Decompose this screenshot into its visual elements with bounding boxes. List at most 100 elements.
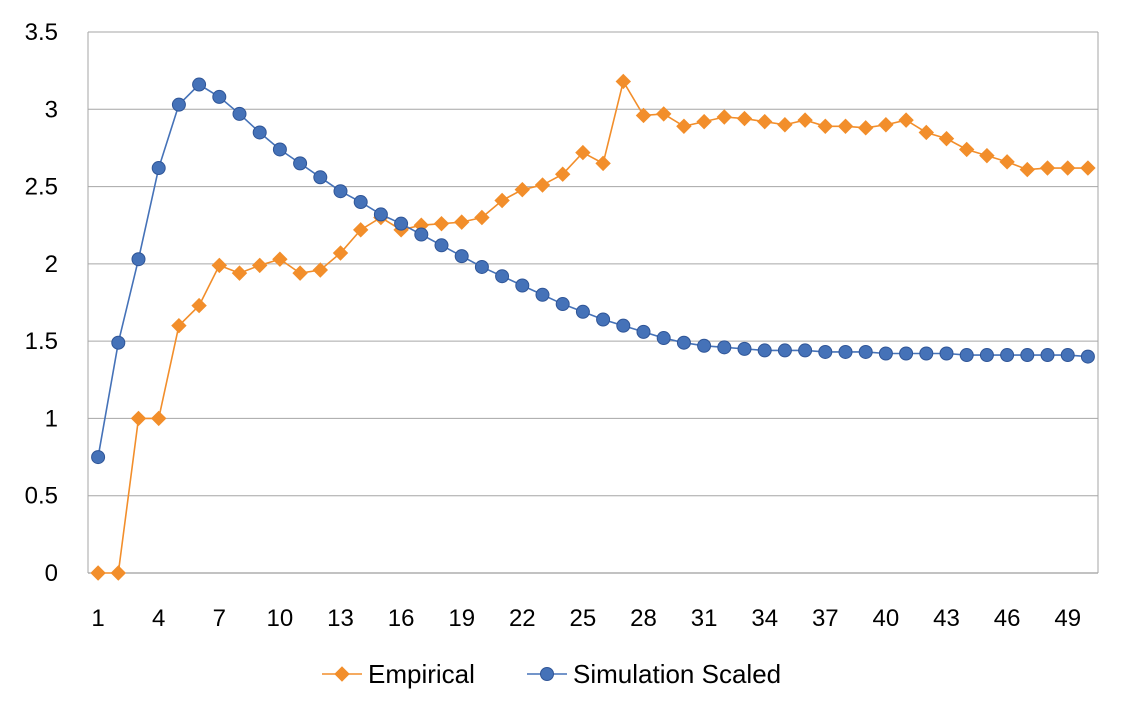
data-point [575, 304, 590, 319]
data-point [192, 77, 207, 92]
x-tick-label: 43 [933, 605, 960, 632]
data-point [535, 287, 550, 302]
data-point [130, 410, 147, 427]
data-point [899, 346, 914, 361]
data-point [858, 344, 873, 359]
data-point [777, 117, 793, 133]
data-point [171, 317, 187, 334]
legend-marker [334, 666, 350, 682]
data-point [212, 89, 227, 104]
series-line [98, 79, 1088, 574]
data-point [736, 110, 753, 127]
data-point [353, 195, 368, 210]
data-point [919, 346, 934, 361]
y-tick-label: 0 [45, 560, 58, 587]
data-point [676, 118, 692, 134]
data-point [697, 338, 712, 353]
data-point [656, 331, 671, 346]
data-point [818, 344, 833, 359]
x-tick-label: 1 [91, 605, 104, 632]
x-tick-label: 7 [213, 605, 226, 632]
data-point [939, 346, 954, 361]
data-point [515, 278, 530, 293]
x-tick-label: 22 [509, 605, 536, 632]
data-point [434, 238, 449, 253]
data-point [756, 113, 773, 130]
x-tick-label: 10 [267, 605, 294, 632]
data-point [151, 161, 166, 176]
x-tick-label: 37 [812, 605, 839, 632]
data-point [534, 177, 551, 193]
legend-marker [540, 667, 554, 681]
y-tick-label: 3.5 [25, 19, 58, 46]
data-point [191, 297, 207, 314]
data-point [636, 324, 651, 339]
data-point [1059, 160, 1076, 176]
data-point [817, 118, 834, 134]
data-point [1080, 160, 1096, 176]
data-point [595, 155, 611, 172]
legend-item: Simulation Scaled [527, 659, 781, 689]
data-point [252, 125, 267, 140]
data-point [555, 297, 570, 312]
data-point [959, 348, 974, 363]
data-point [938, 130, 955, 147]
data-point [414, 227, 429, 242]
x-tick-label: 49 [1054, 605, 1081, 632]
axes: 0 0.5 1 1.5 2 2.5 3 3.5 1 4 7 10 13 16 19 22 25 28 31 34 37 4… [25, 19, 1081, 632]
series-empirical [90, 73, 1096, 581]
x-tick-label: 19 [448, 605, 475, 632]
data-point [454, 249, 469, 264]
data-point [131, 252, 146, 267]
data-point [272, 251, 288, 267]
data-point [554, 166, 571, 182]
data-point [352, 222, 369, 238]
x-tick-label: 16 [388, 605, 415, 632]
data-point [575, 144, 591, 161]
data-point [676, 335, 691, 350]
data-point [999, 154, 1015, 170]
data-point [211, 257, 228, 274]
data-point [757, 343, 772, 358]
data-point [1039, 160, 1056, 176]
data-point [777, 343, 792, 358]
data-point [433, 215, 450, 232]
data-point [1040, 348, 1055, 363]
data-point [171, 97, 186, 112]
x-tick-label: 4 [152, 605, 165, 632]
y-tick-label: 1 [45, 405, 58, 432]
x-tick-label: 31 [691, 605, 718, 632]
data-point [979, 147, 995, 164]
data-point [857, 120, 874, 136]
data-point [312, 262, 329, 278]
data-point [292, 265, 308, 281]
data-point [616, 318, 631, 333]
data-point [231, 265, 248, 281]
data-point [655, 106, 672, 122]
data-point [797, 112, 813, 128]
x-tick-label: 13 [327, 605, 354, 632]
data-point [394, 216, 409, 231]
data-point [716, 109, 733, 125]
data-point [111, 335, 126, 350]
data-point [453, 214, 470, 230]
x-tick-label: 28 [630, 605, 657, 632]
series-simulation-scaled [91, 77, 1095, 465]
data-point [1020, 348, 1035, 363]
x-tick-label: 25 [570, 605, 597, 632]
x-tick-label: 34 [751, 605, 778, 632]
data-point [474, 209, 490, 226]
x-tick-label: 46 [994, 605, 1021, 632]
data-point [878, 117, 894, 133]
data-point [837, 118, 854, 134]
data-point [1060, 348, 1075, 363]
data-point [494, 192, 510, 209]
data-point [514, 181, 531, 198]
data-point [1000, 348, 1015, 363]
data-point [150, 410, 167, 427]
data-point [838, 344, 853, 359]
data-point [635, 107, 652, 124]
y-tick-label: 0.5 [25, 483, 58, 510]
